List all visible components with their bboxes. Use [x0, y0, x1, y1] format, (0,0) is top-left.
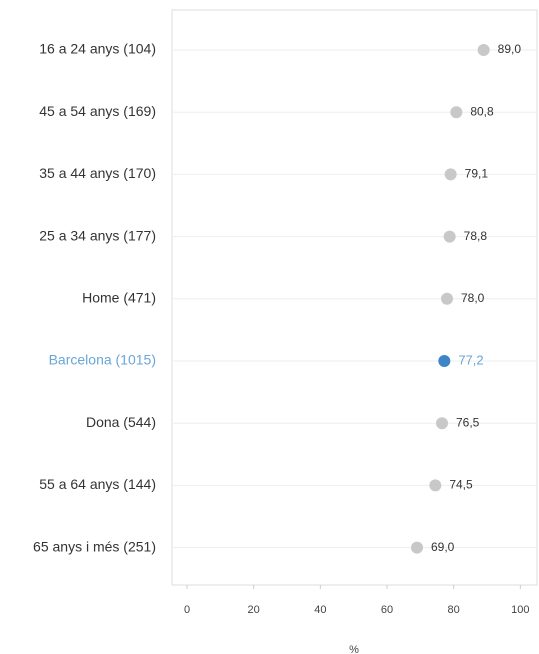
category-label: 65 anys i més (251)	[33, 538, 156, 554]
dot	[411, 541, 423, 554]
category-label: 55 a 64 anys (144)	[39, 476, 156, 492]
category-label: 16 a 24 anys (104)	[39, 41, 156, 57]
x-tick-label: 0	[184, 604, 190, 616]
category-label: 45 a 54 anys (169)	[39, 103, 156, 119]
x-axis-label: %	[349, 644, 359, 654]
plot-frame	[171, 9, 538, 586]
category-label: 35 a 44 anys (170)	[39, 165, 156, 181]
category-label: 25 a 34 anys (177)	[39, 227, 156, 243]
x-tick-label: 80	[448, 604, 460, 616]
dot	[436, 417, 448, 430]
value-label: 74,5	[449, 478, 473, 492]
value-label: 80,8	[470, 104, 494, 118]
dot	[438, 355, 451, 367]
category-label: Barcelona (1015)	[49, 352, 156, 368]
x-tick-label: 40	[314, 604, 326, 616]
value-label: 78,0	[461, 291, 485, 305]
dot	[444, 168, 457, 181]
value-label: 89,0	[498, 42, 522, 56]
dot	[443, 230, 456, 243]
value-label: 78,8	[464, 229, 488, 243]
category-label: Home (471)	[82, 290, 156, 306]
dot	[450, 106, 463, 119]
value-label: 79,1	[465, 167, 489, 181]
dot	[441, 292, 453, 305]
value-label: 77,2	[458, 352, 483, 367]
dot	[429, 479, 442, 492]
value-label: 69,0	[431, 540, 455, 554]
x-tick-label: 20	[248, 604, 260, 616]
category-label: Dona (544)	[86, 414, 156, 430]
x-tick-label: 60	[381, 604, 393, 616]
dot	[477, 44, 490, 56]
x-tick-label: 100	[511, 604, 529, 616]
value-label: 76,5	[456, 415, 480, 429]
